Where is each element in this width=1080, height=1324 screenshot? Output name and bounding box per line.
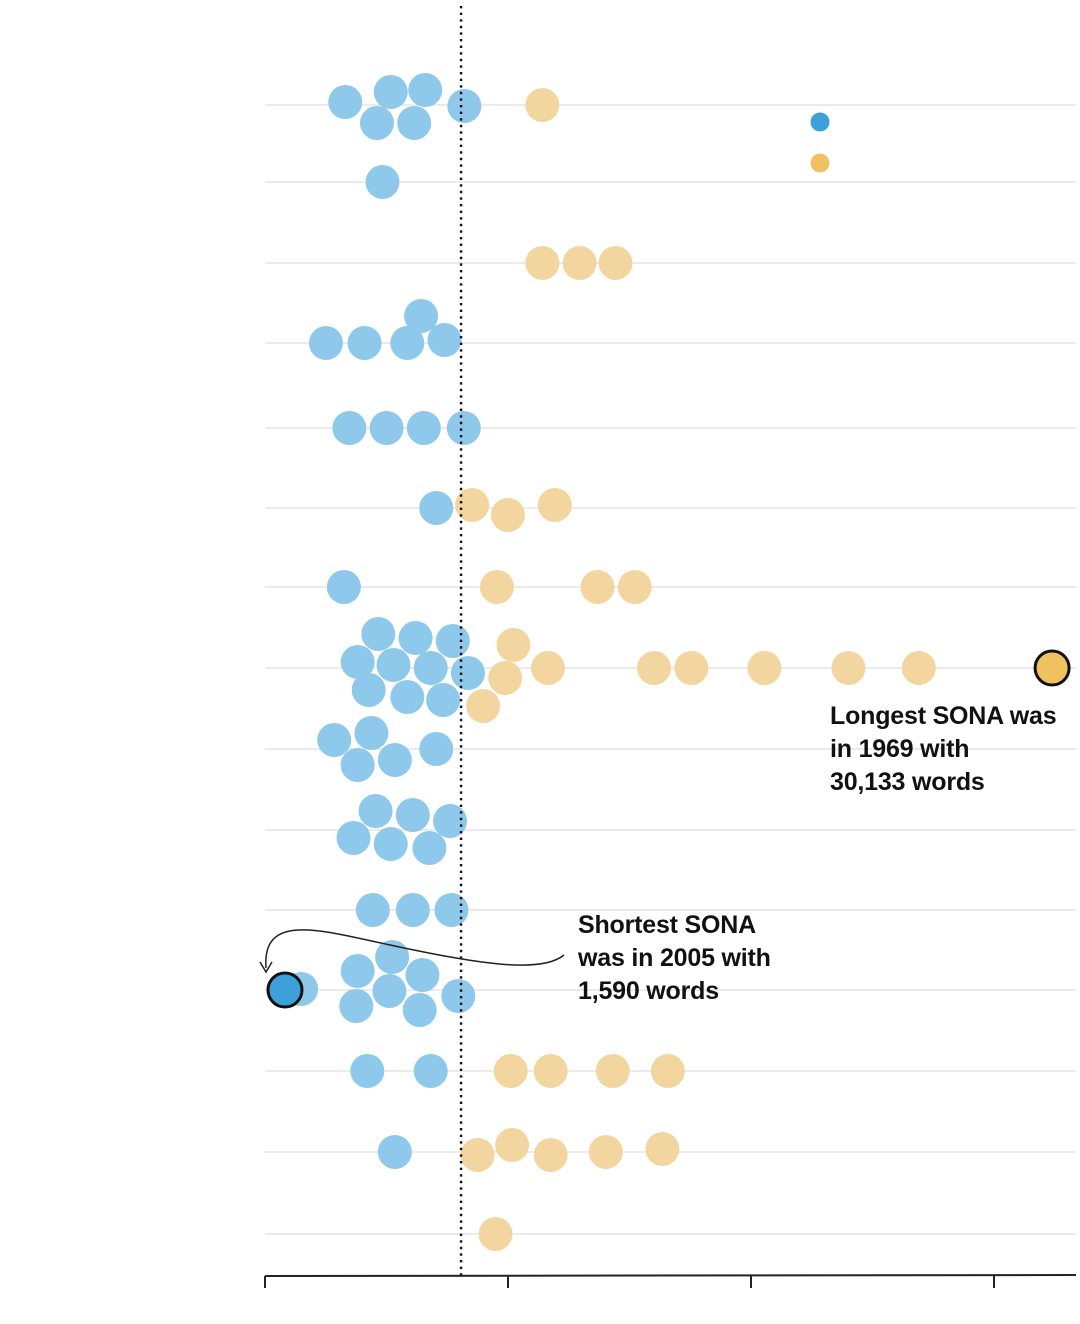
above-average-dot <box>460 1138 495 1172</box>
above-average-dots <box>455 88 936 1251</box>
below-average-dot <box>395 798 430 832</box>
below-average-dot <box>373 827 408 861</box>
above-average-dot <box>496 628 531 662</box>
below-average-dot <box>406 411 441 445</box>
below-average-dot <box>402 993 437 1027</box>
below-average-dot <box>354 716 389 750</box>
above-average-dot <box>495 1128 530 1162</box>
above-average-dot <box>831 651 866 685</box>
above-average-dot <box>530 651 565 685</box>
x-axis-line <box>264 1274 1077 1277</box>
x-axis <box>264 1274 1077 1288</box>
below-average-dot <box>398 621 433 655</box>
below-average-dot <box>332 411 367 445</box>
above-average-dot <box>455 488 490 522</box>
below-average-dot <box>340 954 375 988</box>
below-average-dot <box>361 617 396 651</box>
below-average-dot <box>390 326 425 360</box>
below-average-dot <box>317 723 352 757</box>
above-average-dot <box>562 246 597 280</box>
above-average-dot <box>674 651 709 685</box>
below-average-dot <box>328 85 363 119</box>
shortest-sona-dot <box>266 971 304 1009</box>
below-average-dots <box>284 73 485 1169</box>
below-average-dot <box>359 106 394 140</box>
arrowhead-icon <box>259 961 273 974</box>
below-average-dot <box>336 821 371 855</box>
below-average-dot <box>377 1135 412 1169</box>
below-average-dot <box>351 673 386 707</box>
above-average-dot <box>525 88 560 122</box>
above-average-dot <box>479 570 514 604</box>
below-average-dot <box>375 940 410 974</box>
below-average-dot <box>413 1054 448 1088</box>
below-average-dot <box>339 989 374 1023</box>
below-average-dot <box>350 1054 385 1088</box>
below-average-dot <box>377 743 412 777</box>
below-average-dot <box>326 570 361 604</box>
above-average-dot <box>537 488 572 522</box>
below-average-dot <box>426 683 461 717</box>
below-average-dot <box>373 75 408 109</box>
above-average-dot <box>595 1054 630 1088</box>
below-average-dot <box>397 106 432 140</box>
above-average-dot <box>466 689 501 723</box>
above-average-dot <box>645 1132 680 1166</box>
below-average-dot <box>447 89 482 123</box>
shortest-annotation: Shortest SONA was in 2005 with 1,590 wor… <box>578 911 771 1005</box>
below-average-dot <box>390 680 425 714</box>
above-average-dot <box>533 1054 568 1088</box>
longest-sona-dot <box>1033 649 1071 687</box>
below-average-dot <box>395 893 430 927</box>
below-average-dot <box>446 411 481 445</box>
above-average-dot <box>525 246 560 280</box>
above-average-dot <box>588 1135 623 1169</box>
below-average-dot <box>441 979 476 1013</box>
above-average-dot <box>580 570 615 604</box>
below-average-dot <box>419 732 454 766</box>
above-average-dot <box>490 498 525 532</box>
below-average-dot <box>358 794 393 828</box>
legend-below-dot <box>810 112 830 132</box>
below-average-dot <box>405 958 440 992</box>
below-average-dot <box>369 411 404 445</box>
shortest-annotation-arrow <box>265 929 565 969</box>
below-average-dot <box>376 648 411 682</box>
above-average-dot <box>650 1054 685 1088</box>
above-average-dot <box>493 1054 528 1088</box>
below-average-dot <box>404 299 439 333</box>
below-average-dot <box>435 624 470 658</box>
below-average-dot <box>419 491 454 525</box>
legend-above-dot <box>810 153 830 173</box>
highlight-dots <box>266 649 1071 1009</box>
below-average-dot <box>340 748 375 782</box>
below-average-dot <box>427 323 462 357</box>
below-average-dot <box>347 326 382 360</box>
below-average-dot <box>365 165 400 199</box>
above-average-dot <box>901 651 936 685</box>
below-average-dot <box>340 645 375 679</box>
below-average-dot <box>408 73 443 107</box>
below-average-dot <box>308 326 343 360</box>
above-average-dot <box>598 246 633 280</box>
below-average-dot <box>412 831 447 865</box>
above-average-dot <box>637 651 672 685</box>
below-average-dot <box>450 656 485 690</box>
above-average-dot <box>747 651 782 685</box>
above-average-dot <box>478 1217 513 1251</box>
below-average-dot <box>372 974 407 1008</box>
below-average-dot <box>355 893 390 927</box>
below-average-dot <box>433 804 468 838</box>
above-average-dot <box>617 570 652 604</box>
above-average-dot <box>488 661 523 695</box>
below-average-dot <box>413 651 448 685</box>
below-average-dot <box>434 893 469 927</box>
longest-annotation: Longest SONA was in 1969 with 30,133 wor… <box>830 702 1057 796</box>
above-average-dot <box>533 1138 568 1172</box>
